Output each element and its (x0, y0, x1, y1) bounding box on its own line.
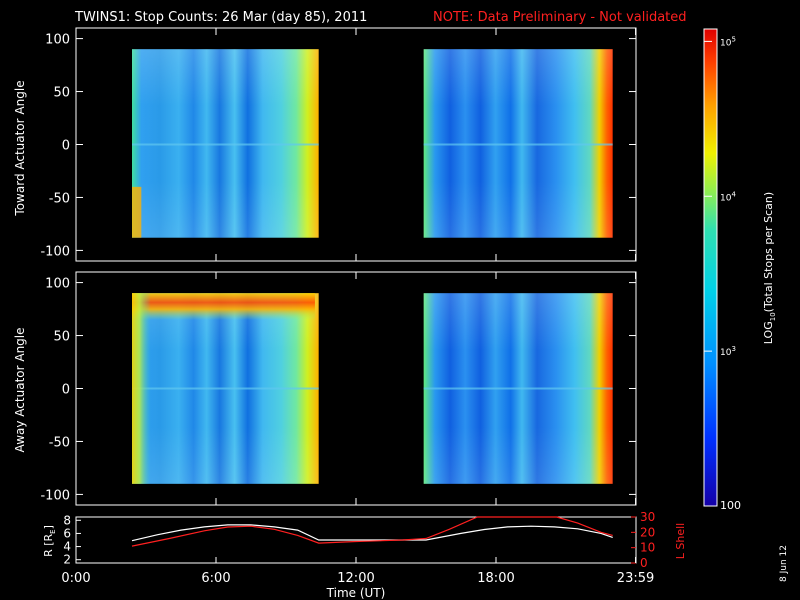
colorbar-tick-label: 103 (720, 345, 736, 358)
r-axis-label: R [RE] (42, 525, 57, 557)
lshell-line (131, 516, 613, 547)
lshell-tick-label: 20 (640, 525, 655, 539)
lshell-tick-label: 0 (640, 556, 648, 570)
low-angle-patch (132, 186, 142, 238)
x-tick-label: 6:00 (201, 571, 230, 586)
generation-date: 8 Jun 12 (779, 545, 789, 582)
chart-title: TWINS1: Stop Counts: 26 Mar (day 85), 20… (74, 10, 367, 25)
y-tick-label: 100 (45, 277, 70, 292)
colorbar-tick-label: 104 (720, 190, 736, 203)
r-tick-label: 2 (63, 553, 71, 567)
away-ylabel: Away Actuator Angle (13, 327, 27, 452)
x-axis-label: Time (UT) (326, 586, 386, 600)
y-tick-label: -50 (49, 435, 70, 450)
r-distance-line (131, 524, 613, 542)
y-tick-label: -100 (40, 244, 70, 259)
y-tick-label: 0 (62, 139, 70, 154)
x-tick-label: 0:00 (61, 571, 90, 586)
y-tick-label: 0 (62, 383, 70, 398)
x-tick-label: 18:00 (477, 571, 514, 586)
lshell-tick-label: 30 (640, 510, 655, 524)
left-edge-band (132, 293, 151, 484)
y-tick-label: -100 (40, 488, 70, 503)
colorbar-min-label: 100 (720, 499, 741, 512)
y-tick-label: 50 (53, 330, 70, 345)
lshell-tick-label: 10 (640, 541, 655, 555)
colorbar-tick-label: 105 (720, 35, 736, 48)
y-tick-label: -50 (49, 191, 70, 206)
r-tick-label: 4 (63, 540, 71, 554)
high-count-band (132, 293, 315, 320)
colorbar (703, 28, 718, 507)
x-tick-label: 23:59 (617, 571, 654, 586)
toward-ylabel: Toward Actuator Angle (13, 80, 27, 216)
preliminary-note: NOTE: Data Preliminary - Not validated (433, 10, 687, 25)
heatmap-shading (423, 49, 613, 238)
lshell-axis-label: L Shell (674, 523, 687, 559)
heatmap-shading (132, 49, 319, 238)
y-tick-label: 50 (53, 86, 70, 101)
colorbar-label: LOG10(Total Stops per Scan) (762, 192, 777, 344)
y-tick-label: 100 (45, 33, 70, 48)
r-tick-label: 6 (63, 526, 71, 540)
r-tick-label: 8 (63, 513, 71, 527)
x-tick-label: 12:00 (337, 571, 374, 586)
